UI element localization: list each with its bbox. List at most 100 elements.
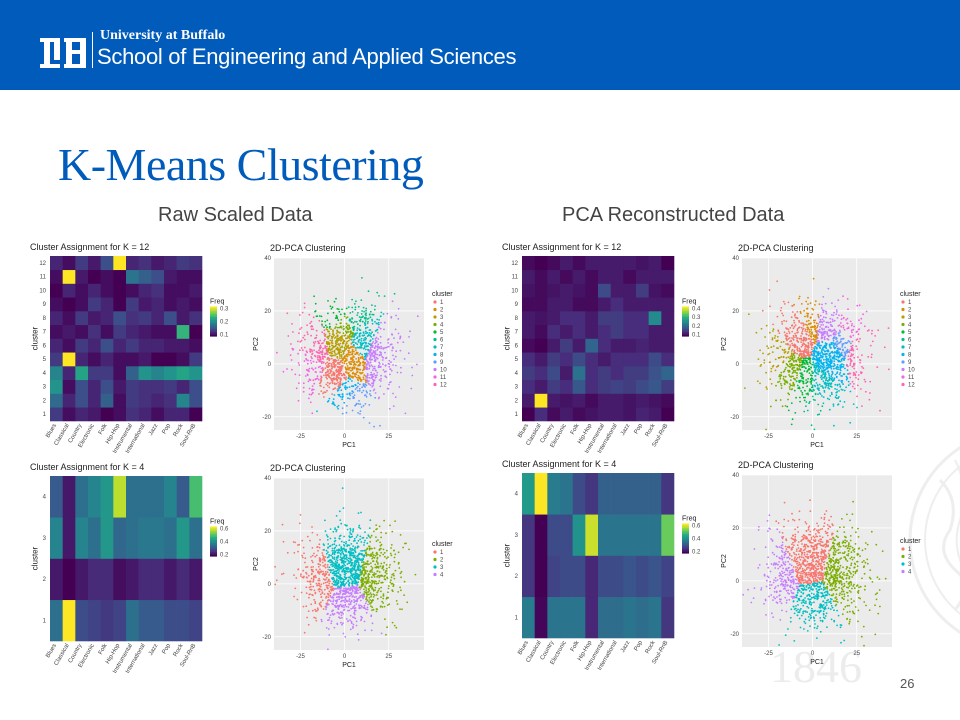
scatter-k12-pca: 2D-PCA Clustering-25 0 2540200-20PC1PC2clu… bbox=[721, 243, 921, 449]
scatter-point bbox=[367, 553, 370, 556]
scatter-point bbox=[355, 376, 358, 379]
scatter-point bbox=[805, 348, 808, 351]
scatter-point bbox=[282, 572, 285, 575]
scatter-point bbox=[308, 586, 311, 589]
scatter-ytick: -20 bbox=[262, 635, 271, 641]
scatter-point bbox=[338, 570, 340, 572]
scatter-point bbox=[347, 560, 350, 562]
heatmap-cell bbox=[522, 324, 535, 339]
scatter-point bbox=[328, 578, 330, 581]
heatmap-cell bbox=[164, 558, 177, 601]
scatter-point bbox=[363, 345, 366, 347]
heatmap-legend-swatch bbox=[682, 333, 689, 336]
scatter-point bbox=[303, 631, 306, 634]
scatter-point bbox=[323, 339, 326, 342]
scatter-point bbox=[832, 403, 835, 406]
scatter-legend-key bbox=[433, 382, 437, 387]
scatter-point bbox=[847, 308, 849, 311]
heatmap-cell bbox=[88, 311, 101, 326]
scatter-point bbox=[841, 366, 843, 368]
scatter-point bbox=[380, 374, 382, 377]
scatter-point bbox=[796, 331, 798, 334]
scatter-point bbox=[320, 390, 323, 392]
scatter-point bbox=[345, 358, 348, 360]
scatter-point bbox=[343, 376, 346, 379]
scatter-point bbox=[340, 589, 342, 592]
scatter-point bbox=[346, 528, 349, 531]
heatmap-legend-swatch bbox=[210, 327, 217, 330]
scatter-point bbox=[321, 323, 323, 326]
scatter-point bbox=[353, 601, 355, 604]
scatter-point bbox=[388, 566, 391, 569]
scatter-point bbox=[335, 583, 338, 585]
heatmap-legend-swatch bbox=[210, 550, 217, 553]
scatter-point bbox=[812, 379, 814, 381]
scatter-point bbox=[275, 579, 278, 582]
scatter-point bbox=[350, 620, 353, 623]
scatter-point bbox=[352, 568, 355, 570]
scatter-point bbox=[877, 329, 880, 332]
heatmap-legend-tick: 0.3 bbox=[220, 307, 229, 313]
scatter-point bbox=[314, 310, 316, 313]
heatmap-cell bbox=[164, 311, 177, 326]
scatter-point bbox=[333, 613, 336, 615]
heatmap-cell bbox=[623, 324, 637, 339]
heatmap-cell bbox=[176, 352, 190, 367]
heatmap-cell bbox=[534, 393, 548, 408]
heatmap-cell bbox=[648, 366, 662, 381]
scatter-point bbox=[351, 574, 354, 577]
scatter-point bbox=[391, 573, 394, 576]
scatter-point bbox=[305, 358, 308, 361]
scatter-point bbox=[349, 601, 352, 604]
scatter-point bbox=[357, 589, 360, 592]
scatter-point bbox=[327, 365, 330, 368]
heatmap-cell bbox=[661, 324, 675, 339]
scatter-point bbox=[370, 364, 373, 366]
scatter-point bbox=[348, 367, 351, 370]
scatter-point bbox=[352, 530, 354, 533]
scatter-point bbox=[833, 336, 836, 338]
scatter-point bbox=[359, 318, 362, 321]
scatter-point bbox=[820, 376, 822, 379]
scatter-point bbox=[833, 362, 835, 365]
scatter-point bbox=[830, 334, 832, 337]
heatmap-ytick: 2 bbox=[43, 577, 47, 583]
scatter-point bbox=[390, 544, 393, 546]
scatter-point bbox=[327, 337, 330, 340]
scatter-point bbox=[833, 424, 835, 427]
scatter-point bbox=[822, 371, 825, 374]
scatter-point bbox=[802, 340, 805, 342]
scatter-point bbox=[372, 593, 375, 596]
scatter-point bbox=[822, 353, 825, 356]
heatmap-cell bbox=[585, 366, 599, 381]
scatter-ylabel: PC2 bbox=[253, 557, 260, 571]
scatter-point bbox=[827, 364, 830, 367]
heatmap-cell bbox=[62, 476, 76, 518]
scatter-point bbox=[810, 379, 813, 382]
scatter-point bbox=[371, 581, 374, 583]
scatter-point bbox=[327, 547, 329, 549]
scatter-point bbox=[384, 555, 386, 558]
scatter-point bbox=[793, 325, 796, 328]
scatter-point bbox=[337, 555, 340, 557]
scatter-point bbox=[812, 398, 815, 401]
scatter-point bbox=[836, 372, 838, 375]
scatter-point bbox=[309, 351, 312, 353]
heatmap-cell bbox=[560, 311, 573, 326]
scatter-point bbox=[826, 331, 829, 334]
scatter-point bbox=[364, 563, 366, 566]
scatter-point bbox=[339, 355, 341, 357]
scatter-point bbox=[341, 407, 344, 410]
scatter-point bbox=[325, 606, 328, 609]
scatter-point bbox=[773, 337, 776, 339]
scatter-point bbox=[354, 551, 357, 554]
heatmap-ytick: 3 bbox=[43, 536, 47, 542]
scatter-point bbox=[306, 351, 308, 354]
scatter-point bbox=[776, 340, 779, 343]
scatter-point bbox=[808, 323, 810, 326]
scatter-point bbox=[325, 348, 328, 350]
heatmap-cell bbox=[138, 311, 152, 326]
heatmap-cell bbox=[636, 379, 649, 394]
scatter-point bbox=[352, 548, 355, 551]
scatter-point bbox=[778, 332, 781, 334]
